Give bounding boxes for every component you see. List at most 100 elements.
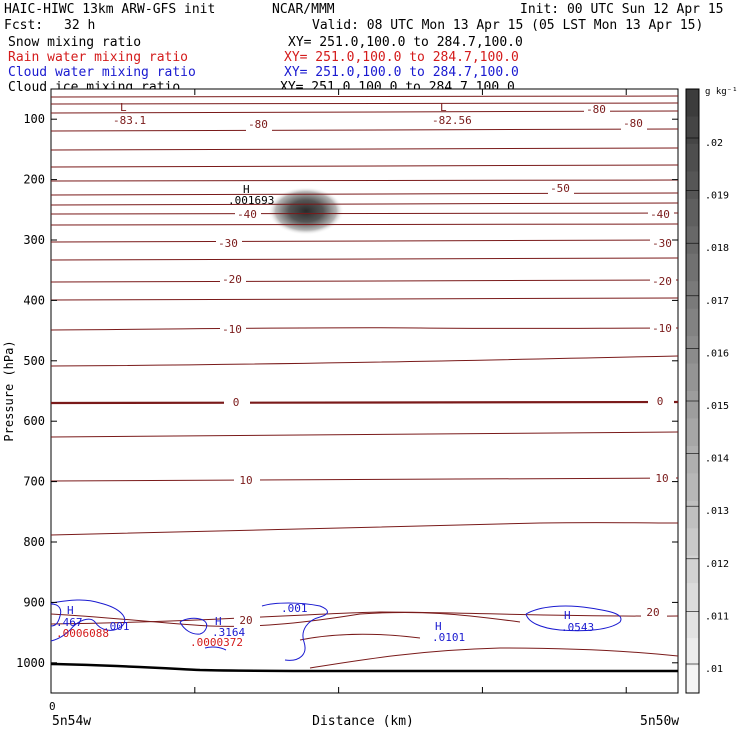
temperature-contour-line <box>51 95 678 98</box>
cloud-water-contour <box>51 599 126 642</box>
colorbar-tick-label: .015 <box>705 401 729 412</box>
temperature-contour-line <box>51 522 678 536</box>
temperature-contour-line <box>51 297 678 301</box>
temperature-contour-label: -10 <box>652 322 672 335</box>
field-extremum-annotation: L <box>120 101 127 114</box>
field-extremum-annotation: -83.1 <box>113 114 146 127</box>
temperature-contour-line <box>51 279 678 283</box>
temperature-contour-line <box>51 611 678 625</box>
fcst-value: 32 h <box>64 18 96 33</box>
field-cloudwater-xy: XY= 251.0,100.0 to 284.7,100.0 <box>284 65 519 80</box>
plot-frame <box>50 88 679 694</box>
colorbar-swatch <box>686 638 699 667</box>
y-axis-label: Pressure (hPa) <box>2 340 16 441</box>
contour-label-bg <box>220 274 246 286</box>
cloud-water-contour <box>51 603 62 627</box>
y-tick-label: 400 <box>23 293 45 307</box>
field-rain-name: Rain water mixing ratio <box>8 50 189 65</box>
colorbar-tick-label: .017 <box>705 296 729 307</box>
temperature-contour-label: -10 <box>222 323 242 336</box>
colorbar-swatch <box>686 143 699 172</box>
field-extremum-annotation: .0000372 <box>190 636 243 649</box>
colorbar-swatch <box>686 308 699 337</box>
temperature-contour-line <box>51 355 678 367</box>
colorbar-swatch <box>686 473 699 502</box>
cloud-water-contour <box>525 605 622 632</box>
temperature-contour-line <box>51 192 678 196</box>
field-extremum-annotation: L <box>440 101 447 114</box>
temperature-contour-line <box>51 400 678 405</box>
contour-label-bg <box>216 238 242 250</box>
temperature-contour-line <box>51 102 678 105</box>
colorbar-swatch <box>686 583 699 612</box>
x-axis-right-label: 5n50w <box>640 714 679 729</box>
contour-label-bg <box>650 473 676 485</box>
colorbar-tick-label: .02 <box>705 138 723 149</box>
temperature-contour-line <box>51 202 678 206</box>
temperature-contour-label: -40 <box>237 208 257 221</box>
colorbar-swatch <box>686 391 699 419</box>
contour-label-bg <box>648 209 674 221</box>
temperature-contour-line <box>51 212 678 215</box>
x-axis-left-label: 5n54w <box>52 714 91 729</box>
temperature-contour-line <box>309 647 678 669</box>
colorbar-swatch <box>686 226 699 255</box>
colorbar-tick-label: .014 <box>705 454 729 465</box>
valid-time: Valid: 08 UTC Mon 13 Apr 15 (05 LST Mon … <box>312 18 704 33</box>
temperature-contour-label: -30 <box>652 237 672 250</box>
y-tick-label: 500 <box>23 354 45 368</box>
colorbar-swatch <box>686 171 699 200</box>
colorbar-tick-label: .016 <box>705 348 729 359</box>
contour-label-bg <box>234 615 260 627</box>
temperature-contour-line <box>51 223 678 226</box>
temperature-contour-label: 20 <box>239 614 252 627</box>
temperature-contour-line <box>51 239 678 243</box>
colorbar-swatch <box>686 363 699 392</box>
colorbar-swatch <box>686 500 699 529</box>
colorbar-swatch <box>686 665 699 694</box>
field-snow-xy: XY= 251.0,100.0 to 284.7,100.0 <box>288 35 523 50</box>
field-extremum-annotation: H <box>215 615 222 628</box>
contour-label-bg <box>224 397 250 409</box>
x-axis-start-label: 0 <box>49 700 56 713</box>
colorbar-tick-label: .018 <box>705 243 729 254</box>
fcst-label: Fcst: <box>4 18 44 33</box>
contour-label-bg <box>641 607 667 619</box>
field-extremum-annotation: .001693 <box>228 194 274 207</box>
y-tick-label: 100 <box>23 112 45 126</box>
colorbar-swatch <box>686 336 699 365</box>
terrain-surface-line <box>51 662 678 673</box>
temperature-contour-line <box>51 128 678 132</box>
contour-label-bg <box>621 118 647 130</box>
y-tick-label: 900 <box>23 595 45 609</box>
colorbar-frame <box>685 88 700 694</box>
field-extremum-annotation: .0006088 <box>56 627 109 640</box>
contour-label-bg <box>648 396 674 408</box>
temperature-contour-label: 10 <box>655 472 668 485</box>
colorbar-swatch <box>686 445 699 474</box>
temperature-contour-label: -20 <box>222 273 242 286</box>
temperature-contour-label: 20 <box>646 606 659 619</box>
field-extremum-annotation: .001 <box>103 620 130 633</box>
temperature-contour-line <box>51 611 521 627</box>
temperature-contour-line <box>299 633 421 641</box>
temperature-contour-line <box>51 147 678 151</box>
colorbar-swatch <box>686 610 699 639</box>
temperature-contour-label: -40 <box>650 208 670 221</box>
contour-label-bg <box>584 104 610 116</box>
model-title: HAIC-HIWC 13km ARW-GFS init <box>4 2 216 17</box>
temperature-contour-label: -20 <box>652 275 672 288</box>
contour-label-bg <box>235 209 261 221</box>
colorbar-swatch <box>686 253 699 282</box>
colorbar-swatch <box>686 89 699 117</box>
y-tick-label: 800 <box>23 535 45 549</box>
cloud-water-contour <box>179 617 208 635</box>
field-extremum-annotation: -82.56 <box>432 114 472 127</box>
colorbar-swatch <box>686 418 699 447</box>
colorbar-tick-label: .01 <box>705 664 723 675</box>
field-extremum-annotation: .0543 <box>561 621 594 634</box>
temperature-contour-label: 0 <box>233 396 240 409</box>
colorbar-swatch <box>686 281 699 310</box>
y-tick-label: 1000 <box>16 656 45 670</box>
